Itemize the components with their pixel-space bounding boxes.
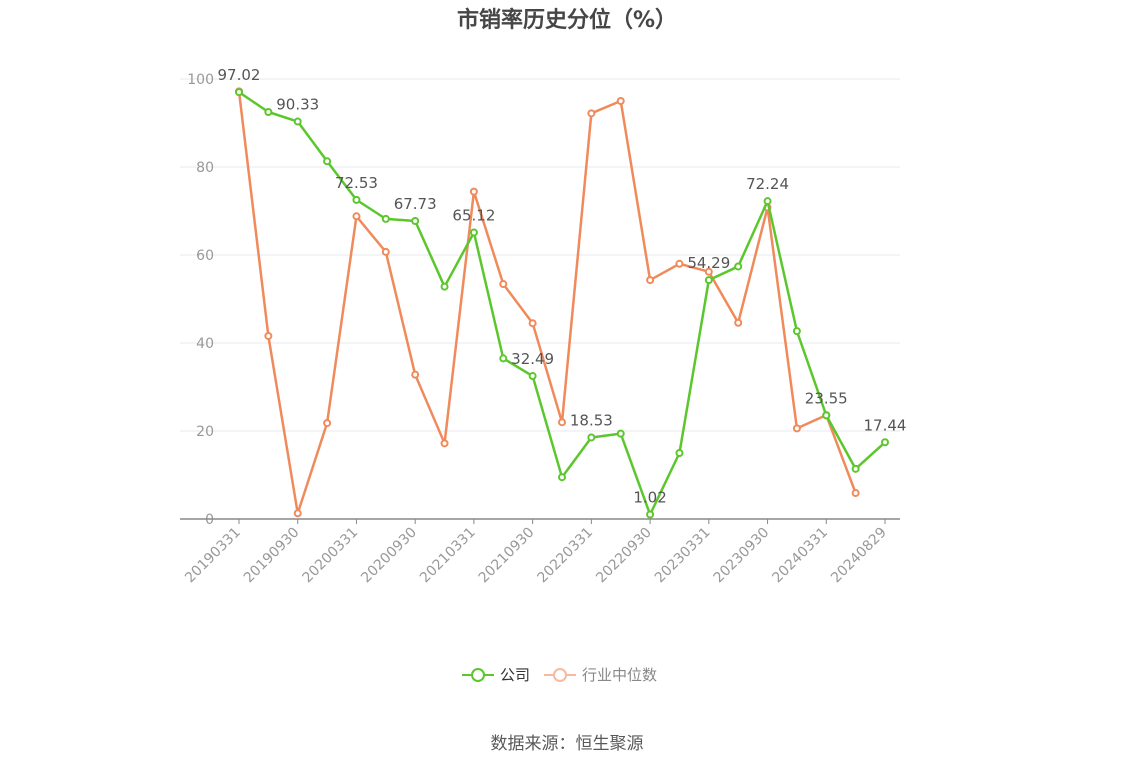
legend-company-label: 公司	[500, 666, 531, 684]
company-series-line	[238, 91, 886, 516]
company-data-label: 23.55	[805, 389, 848, 407]
y-tick-label: 80	[196, 160, 214, 176]
industry-data-point	[411, 370, 420, 379]
company-data-point	[734, 262, 743, 271]
company-data-label: 65.12	[452, 206, 495, 224]
x-tick-label: 20240829	[828, 525, 890, 587]
legend-industry-swatch	[544, 667, 577, 683]
chart-title: 市销率历史分位（%）	[456, 8, 678, 33]
y-tick-label: 40	[196, 336, 214, 352]
company-data-point	[323, 157, 332, 166]
industry-data-point	[469, 187, 478, 196]
company-data-point	[499, 354, 508, 363]
x-tick-label: 20240331	[769, 525, 831, 587]
industry-data-point	[264, 331, 273, 340]
x-tick-label: 20210331	[417, 525, 479, 587]
industry-data-point	[352, 212, 361, 221]
company-data-point	[411, 216, 420, 225]
x-tick-label: 20190331	[182, 525, 244, 587]
industry-data-point	[587, 109, 596, 118]
y-tick-label: 20	[196, 424, 214, 440]
legend: 公司 行业中位数	[462, 664, 671, 685]
company-data-label: 90.33	[276, 96, 319, 114]
company-data-point	[675, 449, 684, 457]
industry-data-point	[704, 267, 713, 276]
company-data-point	[822, 411, 831, 420]
company-data-label: 54.29	[687, 254, 730, 272]
x-tick-label: 20220930	[593, 525, 655, 587]
industry-data-point	[323, 419, 332, 428]
company-data-point	[763, 197, 772, 206]
x-tick-label: 20220331	[534, 525, 596, 587]
company-data-label: 97.02	[218, 66, 261, 84]
company-data-point	[851, 464, 860, 473]
company-data-point	[792, 327, 801, 336]
company-data-point	[616, 429, 625, 438]
x-tick-label: 20230930	[711, 525, 773, 587]
industry-data-point	[381, 247, 390, 256]
data-source: 数据来源：恒生聚源	[490, 734, 644, 754]
x-tick-label: 20210930	[476, 525, 538, 587]
company-data-point	[381, 214, 390, 223]
company-data-label: 67.73	[394, 195, 437, 213]
company-data-point	[440, 282, 449, 291]
x-tick-label: 20190930	[241, 525, 303, 587]
legend-item-company[interactable]: 公司	[462, 664, 530, 685]
industry-data-point	[792, 424, 801, 433]
industry-series-line	[237, 91, 857, 515]
industry-data-point	[528, 319, 537, 328]
company-data-point	[646, 510, 655, 519]
legend-industry-label: 行业中位数	[582, 666, 658, 684]
company-data-point	[704, 276, 713, 285]
company-data-point	[264, 108, 273, 116]
x-tick-label: 20200331	[300, 525, 362, 587]
industry-data-point	[499, 280, 508, 289]
industry-data-point	[675, 259, 684, 268]
legend-item-industry[interactable]: 行业中位数	[544, 664, 657, 685]
industry-data-point	[734, 318, 743, 327]
y-tick-label: 60	[196, 248, 214, 264]
company-data-label: 32.49	[511, 350, 554, 368]
industry-data-point	[558, 418, 566, 427]
line-chart: 0 20 40 60 80 100 2019033120190930202003312020…	[180, 66, 907, 587]
company-data-label: 72.53	[335, 174, 378, 192]
industry-data-point	[616, 97, 625, 105]
company-data-point	[469, 228, 478, 237]
company-data-point	[881, 438, 889, 447]
company-data-label: 17.44	[864, 416, 907, 434]
company-data-label: 18.53	[570, 411, 613, 429]
industry-data-point	[851, 489, 860, 498]
legend-company-swatch	[462, 667, 494, 683]
company-data-label: 72.24	[746, 175, 789, 193]
x-tick-label: 20230331	[652, 525, 714, 587]
company-data-point	[293, 117, 302, 126]
company-data-point	[528, 372, 537, 381]
y-tick-label: 0	[205, 512, 214, 528]
industry-data-point	[646, 276, 655, 285]
company-data-point	[352, 195, 361, 204]
company-data-label: 1.02	[633, 489, 666, 507]
x-tick-label: 20200930	[358, 525, 420, 587]
company-data-point	[587, 433, 596, 442]
company-data-point	[235, 88, 243, 97]
industry-data-point	[440, 439, 449, 448]
industry-data-point	[293, 509, 302, 518]
y-tick-label: 100	[187, 72, 214, 88]
company-data-point	[558, 473, 566, 482]
